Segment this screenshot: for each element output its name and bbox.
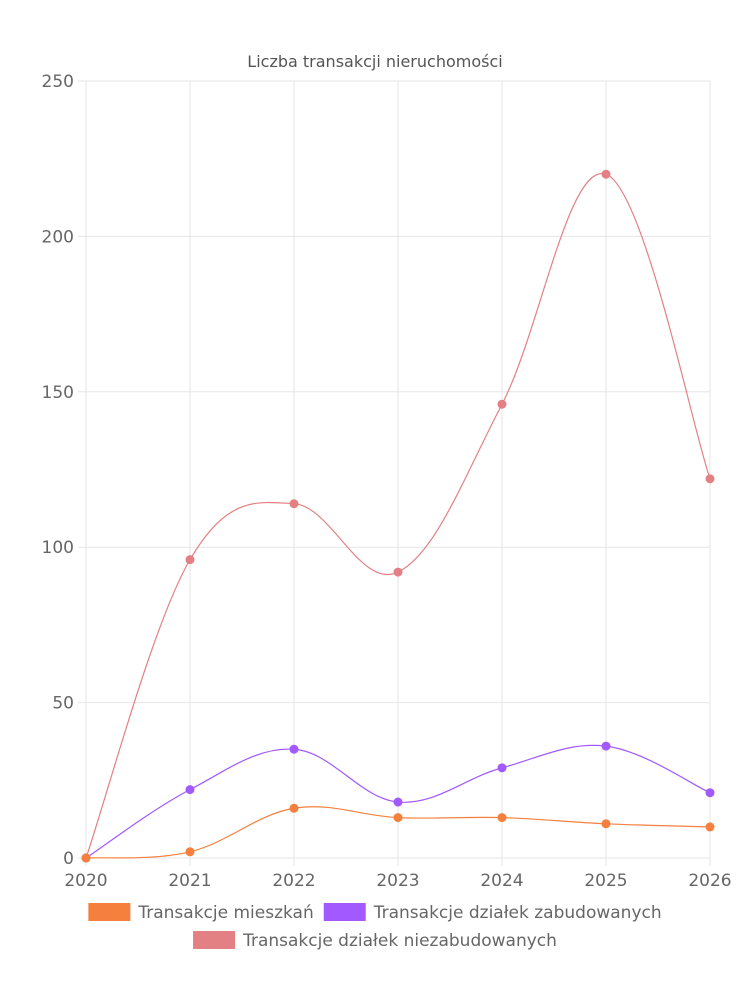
legend-item-1[interactable]: Transakcje działek zabudowanych xyxy=(323,903,662,923)
data-point[interactable] xyxy=(289,803,299,813)
legend-item-0[interactable]: Transakcje mieszkań xyxy=(88,903,314,923)
data-point[interactable] xyxy=(601,741,611,751)
x-tick-label: 2026 xyxy=(688,871,731,891)
y-tick-label: 250 xyxy=(42,72,74,92)
series-0 xyxy=(81,803,715,863)
data-point[interactable] xyxy=(393,567,403,577)
x-tick-label: 2023 xyxy=(376,871,419,891)
data-point[interactable] xyxy=(393,813,403,823)
data-point[interactable] xyxy=(289,499,299,509)
y-tick-label: 150 xyxy=(42,383,74,403)
legend: Transakcje mieszkań Transakcje działek za… xyxy=(88,903,662,951)
chart-title: Liczba transakcji nieruchomości xyxy=(247,52,502,71)
legend-swatch xyxy=(193,931,236,949)
data-point[interactable] xyxy=(81,853,91,863)
y-tick-label: 200 xyxy=(42,227,74,247)
data-point[interactable] xyxy=(289,744,299,754)
data-point[interactable] xyxy=(185,555,195,565)
y-tick-label: 100 xyxy=(42,538,74,558)
data-point[interactable] xyxy=(185,785,195,795)
y-tick-label: 0 xyxy=(63,849,74,869)
data-point[interactable] xyxy=(705,822,715,832)
x-tick-label: 2021 xyxy=(168,871,211,891)
data-point[interactable] xyxy=(497,399,507,409)
x-tick-label: 2020 xyxy=(64,871,107,891)
axis-ticks: 0 50 100 150 200 250 2020 2021 2022 2023 2024 2025 2… xyxy=(42,72,732,891)
x-tick-label: 2022 xyxy=(272,871,315,891)
legend-label: Transakcje mieszkań xyxy=(137,903,313,923)
y-tick-label: 50 xyxy=(52,694,74,714)
x-tick-label: 2025 xyxy=(584,871,627,891)
legend-swatch xyxy=(323,903,366,921)
data-point[interactable] xyxy=(497,813,507,823)
data-point[interactable] xyxy=(705,788,715,798)
legend-label: Transakcje działek niezabudowanych xyxy=(242,931,557,951)
legend-item-2[interactable]: Transakcje działek niezabudowanych xyxy=(193,931,557,951)
data-point[interactable] xyxy=(705,474,715,484)
series-1 xyxy=(81,741,715,863)
x-tick-label: 2024 xyxy=(480,871,523,891)
series-group xyxy=(81,169,715,863)
data-point[interactable] xyxy=(601,819,611,829)
data-point[interactable] xyxy=(185,847,195,857)
data-point[interactable] xyxy=(497,763,507,773)
data-point[interactable] xyxy=(601,169,611,179)
series-line xyxy=(85,173,711,859)
legend-swatch xyxy=(88,903,131,921)
series-2 xyxy=(81,169,715,863)
data-point[interactable] xyxy=(393,797,403,807)
grid xyxy=(78,80,711,866)
legend-label: Transakcje działek zabudowanych xyxy=(373,903,662,923)
